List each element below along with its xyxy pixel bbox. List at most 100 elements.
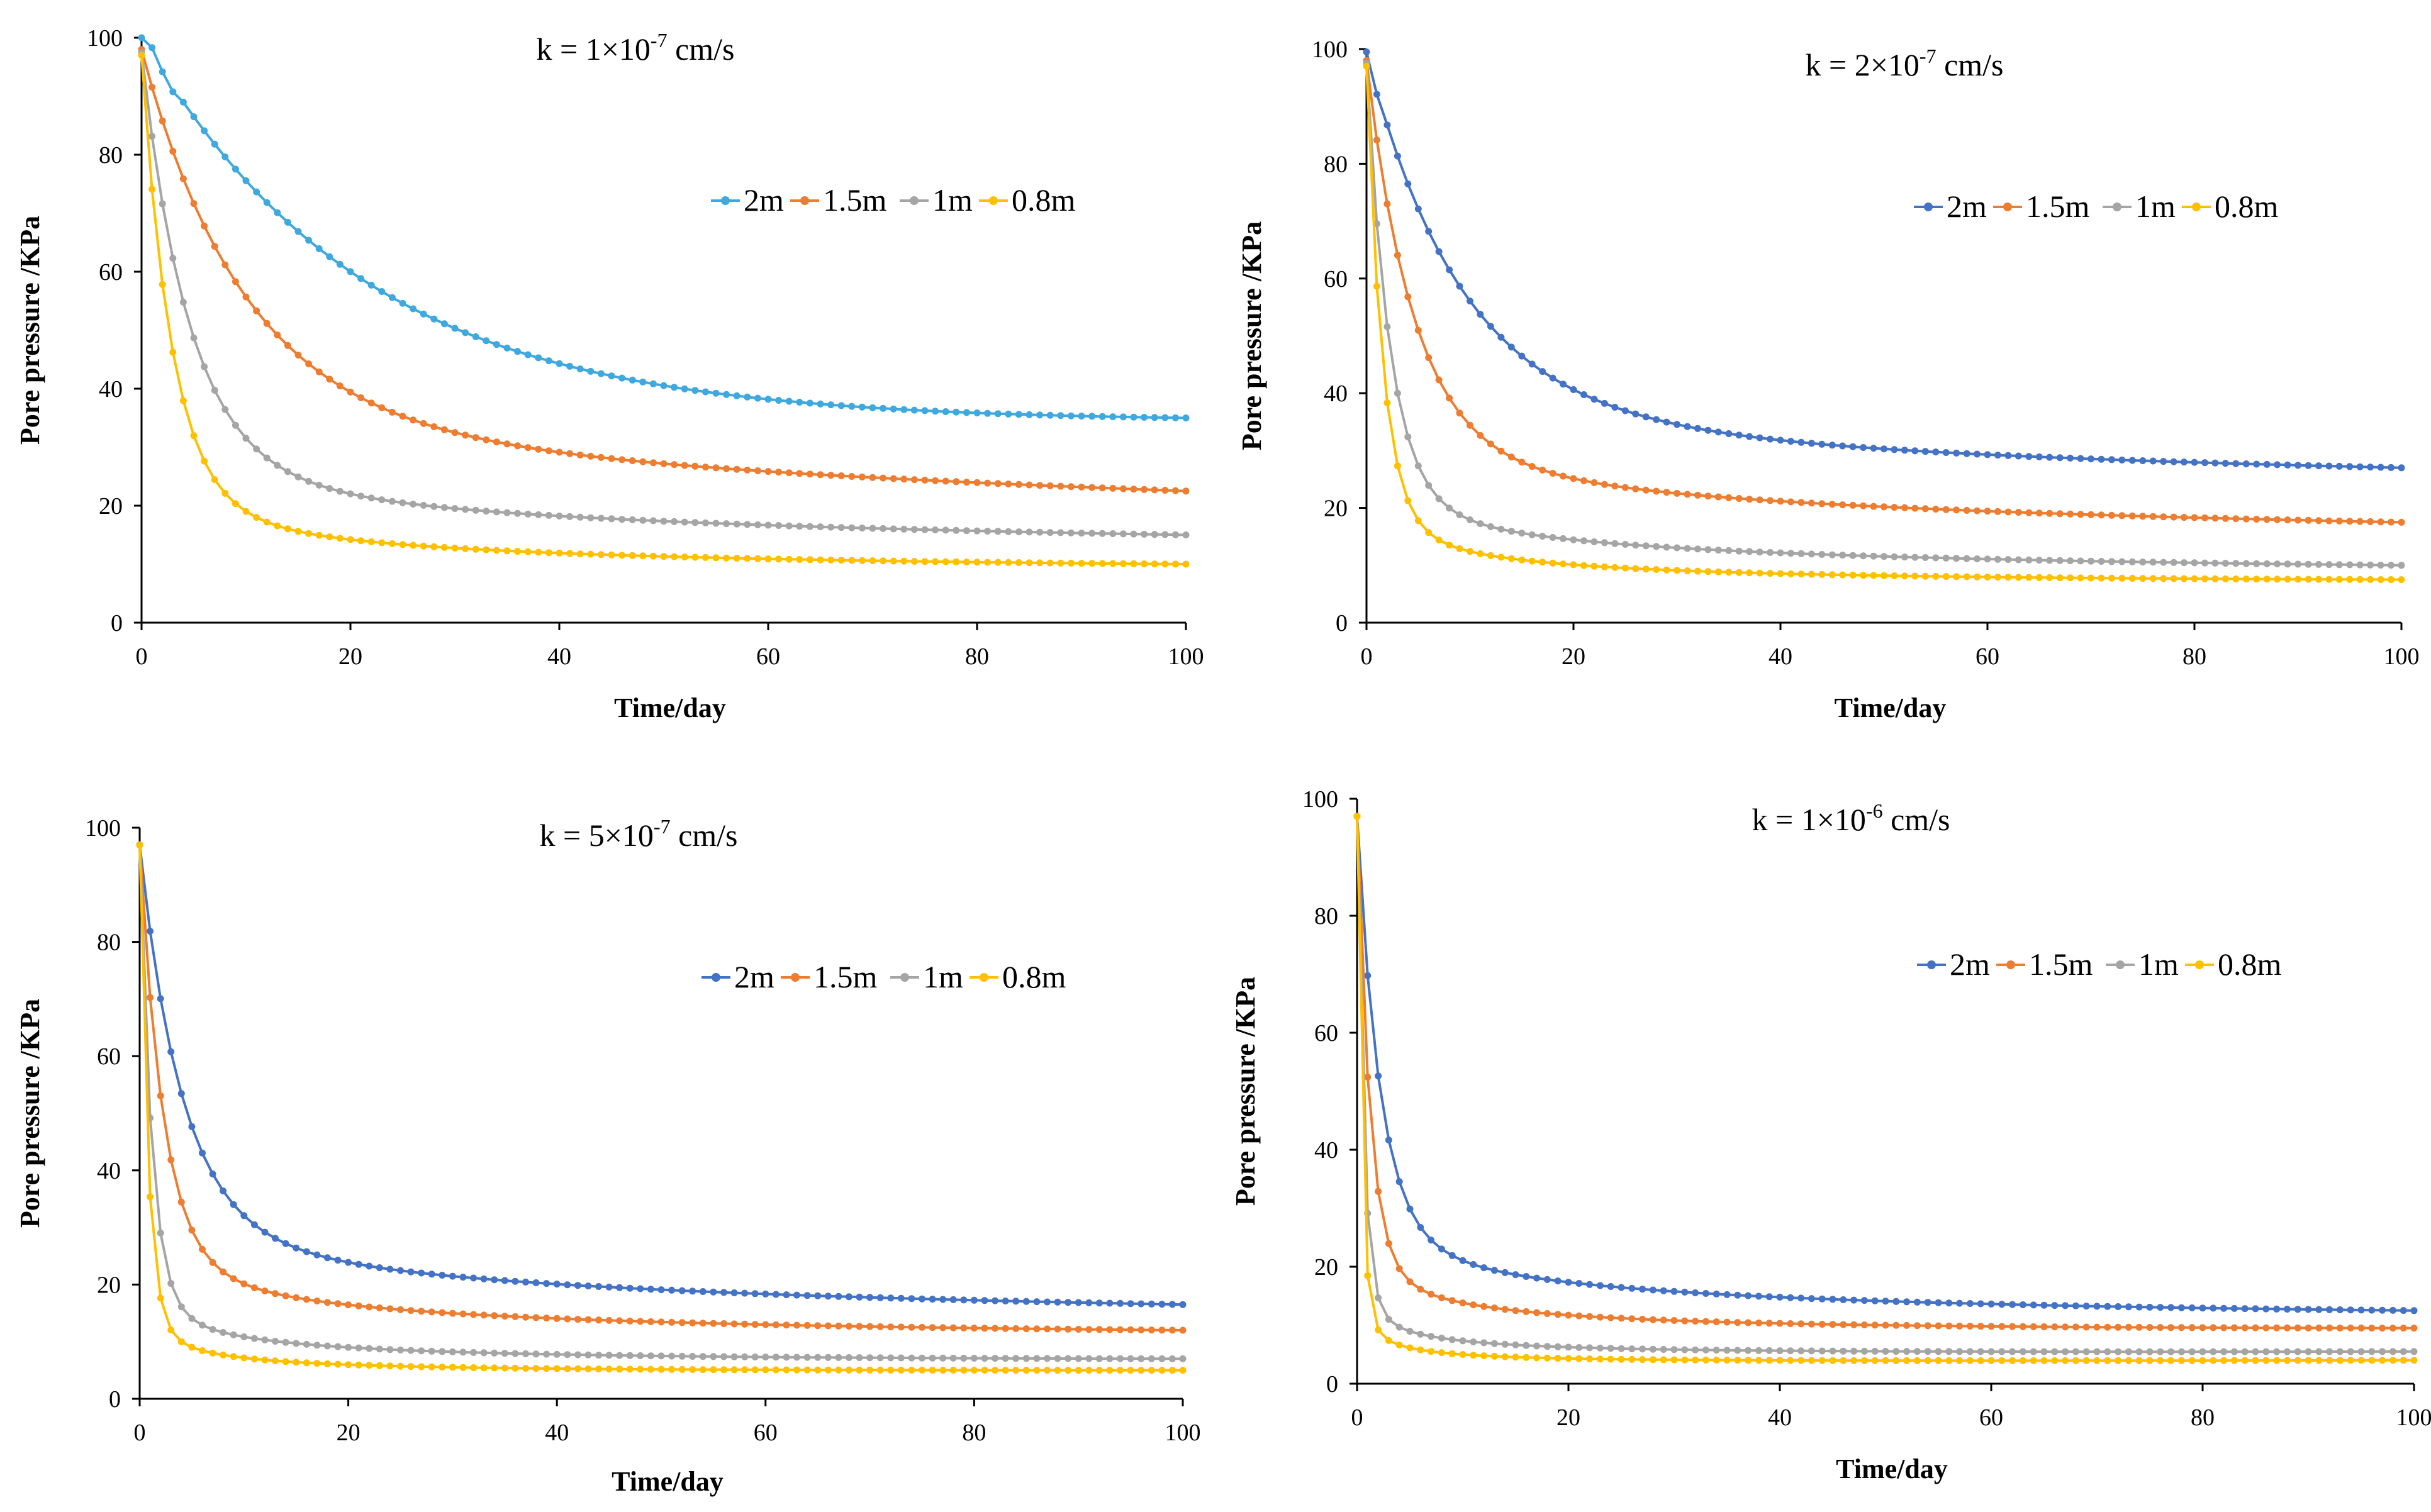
data-point — [188, 1226, 196, 1234]
series-line — [1356, 816, 2414, 1362]
data-point — [751, 1366, 759, 1374]
data-point — [190, 113, 198, 121]
data-point — [597, 453, 605, 461]
data-point — [2294, 575, 2301, 583]
data-point — [1448, 1297, 1456, 1304]
data-point — [1787, 1294, 1794, 1301]
data-point — [1002, 1367, 1009, 1374]
data-point — [953, 478, 960, 486]
data-point — [1375, 1326, 1382, 1333]
data-point — [1161, 531, 1169, 538]
data-point — [1033, 1367, 1041, 1374]
data-point — [1119, 413, 1127, 421]
data-point — [2181, 575, 2188, 582]
data-point — [2389, 1325, 2396, 1332]
legend-label: 1m — [2138, 947, 2179, 982]
data-point — [574, 1365, 581, 1372]
data-point — [1161, 414, 1169, 421]
chart-title: k = 1×10-7 cm/s — [537, 29, 735, 67]
data-point — [480, 1275, 488, 1282]
data-point — [584, 1351, 592, 1359]
data-point — [710, 1353, 717, 1360]
data-point — [919, 1323, 925, 1331]
data-point — [1095, 1355, 1103, 1362]
data-point — [1148, 1367, 1155, 1374]
series-line — [1356, 816, 2415, 1312]
data-point — [1840, 1357, 1847, 1364]
data-point — [730, 1353, 738, 1360]
data-point — [1924, 1348, 1931, 1355]
data-point — [1839, 552, 1847, 559]
data-point — [1966, 1348, 1974, 1355]
data-point — [806, 523, 813, 530]
data-point — [772, 1291, 780, 1298]
data-point — [2294, 1357, 2301, 1364]
data-point — [2305, 1348, 2312, 1355]
data-point — [2009, 1301, 2016, 1308]
legend-label: 2m — [734, 959, 774, 994]
chart-panel-k-2e-7: 0 20 40 60 80 100 0 20 40 60 80 100 Time/day Pore pre… — [1216, 0, 2431, 748]
data-point — [994, 559, 1002, 566]
data-point — [733, 555, 740, 562]
data-point — [1903, 1348, 1911, 1355]
data-point — [710, 1366, 717, 1374]
data-point — [2335, 462, 2343, 470]
series-2m — [1363, 48, 2405, 472]
data-point — [272, 1290, 279, 1298]
data-point — [2410, 1357, 2418, 1364]
x-tick-label: 80 — [2182, 643, 2206, 670]
data-point — [2188, 1304, 2196, 1311]
data-point — [315, 368, 323, 375]
title-exponent: -6 — [1866, 799, 1883, 822]
data-point — [960, 1324, 968, 1331]
data-point — [169, 88, 177, 96]
data-point — [1984, 573, 1991, 581]
data-point — [908, 1295, 915, 1303]
data-point — [942, 526, 949, 534]
data-point — [1179, 1355, 1187, 1362]
data-point — [250, 1221, 258, 1228]
data-point — [2149, 513, 2157, 520]
data-point — [397, 1267, 404, 1274]
data-point — [1057, 482, 1065, 490]
data-point — [430, 423, 438, 430]
data-point — [230, 1275, 237, 1282]
data-point — [355, 1302, 362, 1309]
data-point — [407, 1347, 415, 1354]
data-point — [1892, 1348, 1900, 1355]
data-point — [1497, 525, 1505, 533]
data-point — [1932, 448, 1940, 456]
data-point — [1438, 1335, 1445, 1342]
data-point — [1501, 1269, 1509, 1276]
data-point — [367, 399, 375, 407]
data-point — [303, 1340, 310, 1348]
data-point — [1363, 48, 1370, 56]
data-point — [981, 1355, 988, 1362]
x-tick-label: 20 — [1562, 643, 1585, 670]
data-point — [1935, 1299, 1942, 1306]
title-suffix: cm/s — [1883, 802, 1950, 837]
y-tick-label: 40 — [97, 1158, 121, 1184]
data-point — [1015, 559, 1022, 566]
y-tick-label: 100 — [1312, 36, 1348, 63]
data-point — [2067, 557, 2074, 565]
data-point — [355, 1361, 362, 1369]
data-point — [524, 510, 532, 518]
data-point — [1575, 1344, 1583, 1351]
data-point — [866, 1294, 874, 1301]
data-point — [274, 522, 281, 530]
data-point — [242, 177, 250, 184]
data-point — [1932, 554, 1940, 562]
data-point — [587, 550, 595, 558]
legend-swatch-marker — [980, 973, 988, 982]
data-point — [418, 1308, 425, 1315]
data-point — [845, 1293, 852, 1301]
data-point — [294, 228, 302, 235]
data-point — [897, 1354, 905, 1362]
data-point — [1818, 1321, 1826, 1328]
data-point — [2315, 517, 2322, 525]
data-point — [775, 522, 783, 529]
data-point — [584, 1282, 592, 1290]
data-point — [545, 447, 552, 455]
data-point — [261, 1336, 269, 1343]
